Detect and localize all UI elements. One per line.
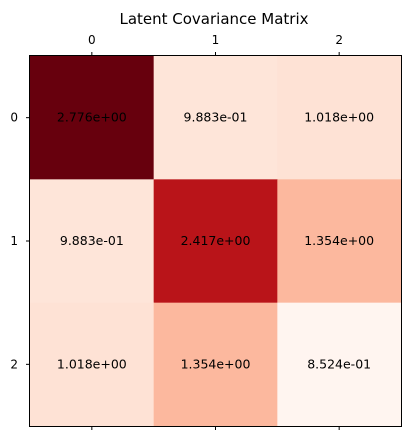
cell-value-label-0-2: 1.018e+00 (304, 110, 374, 125)
cell-value-label-1-1: 2.417e+00 (181, 233, 251, 248)
y-tick-label-2: 2 (10, 357, 18, 371)
x-tick-label-1: 1 (212, 33, 220, 47)
y-tick-label-1: 1 (10, 234, 18, 248)
cell-value-label-0-0: 2.776e+00 (57, 110, 127, 125)
heatmap-cell-2-0 (30, 302, 155, 427)
x-tick-label-0: 0 (88, 33, 96, 47)
heatmap-cells: 2.776e+00 9.883e-01 1.018e+00 9.883e-01 2.41… (30, 56, 402, 427)
heatmap-cell-2-1 (153, 302, 278, 427)
cell-value-label-1-2: 1.354e+00 (304, 233, 374, 248)
cell-value-label-2-2: 8.524e-01 (307, 356, 371, 371)
x-tick-label-2: 2 (335, 33, 343, 47)
heatmap-cell-1-1 (153, 179, 278, 304)
axis-ticks: 0 1 2 0 1 2 (10, 33, 343, 430)
chart-title: Latent Covariance Matrix (119, 10, 308, 28)
heatmap-cell-0-0 (30, 56, 155, 180)
y-tick-label-0: 0 (10, 111, 18, 125)
heatmap-cell-0-1 (153, 56, 278, 180)
cell-value-label-1-0: 9.883e-01 (60, 233, 124, 248)
cell-value-label-0-1: 9.883e-01 (184, 110, 248, 125)
heatmap-cell-1-2 (277, 179, 402, 304)
cell-value-label-2-1: 1.354e+00 (181, 356, 251, 371)
cell-value-label-2-0: 1.018e+00 (57, 356, 127, 371)
heatmap-cell-1-0 (30, 179, 155, 304)
heatmap-cell-0-2 (277, 56, 402, 180)
heatmap-cell-2-2 (277, 302, 402, 427)
